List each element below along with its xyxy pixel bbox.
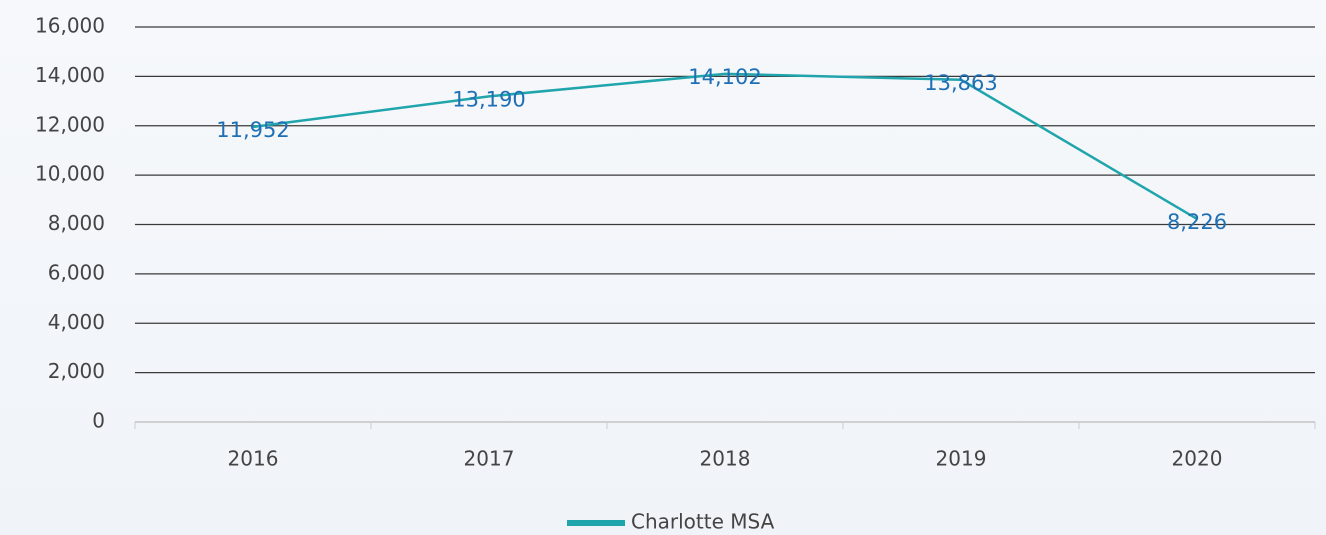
y-tick-label: 16,000: [35, 14, 105, 38]
data-label: 13,190: [452, 87, 525, 111]
data-label: 11,952: [216, 118, 289, 142]
y-tick-label: 4,000: [48, 310, 105, 334]
series-line: [252, 72, 1198, 220]
legend-swatch: [567, 520, 625, 526]
x-tick-label: 2020: [1172, 447, 1223, 471]
y-tick-label: 10,000: [35, 162, 105, 186]
x-tick-label: 2019: [936, 447, 987, 471]
y-tick-label: 6,000: [48, 260, 105, 284]
y-tick-label: 2,000: [48, 359, 105, 383]
legend-label: Charlotte MSA: [631, 510, 775, 534]
y-tick-label: 12,000: [35, 112, 105, 136]
x-tick-label: 2018: [700, 447, 751, 471]
y-tick-label: 0: [92, 409, 105, 433]
x-tick-label: 2016: [228, 447, 279, 471]
data-label: 13,863: [924, 71, 997, 95]
y-tick-label: 8,000: [48, 211, 105, 235]
data-label: 8,226: [1167, 210, 1227, 234]
y-tick-label: 14,000: [35, 63, 105, 87]
data-label: 14,102: [688, 65, 761, 89]
x-tick-label: 2017: [464, 447, 515, 471]
